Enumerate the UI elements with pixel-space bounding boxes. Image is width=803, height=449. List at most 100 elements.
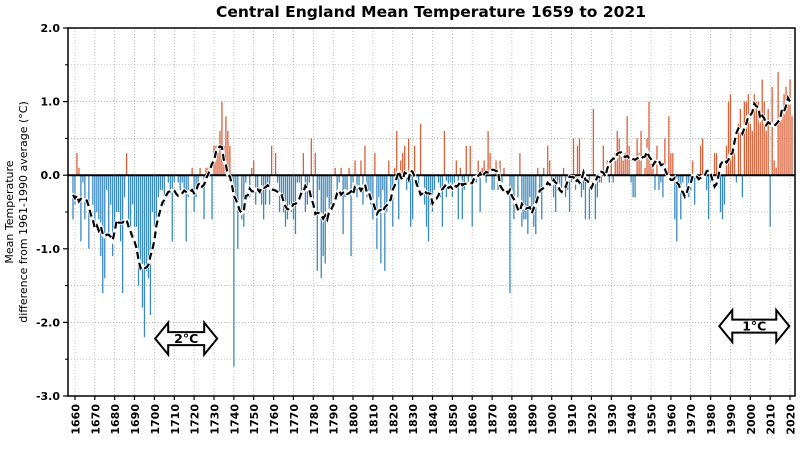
temperature-bar [650,160,652,176]
temperature-bar [739,108,742,176]
x-tick-label: 1770 [288,404,301,435]
temperature-bar [483,160,485,176]
temperature-bar [137,175,140,286]
temperature-bar [449,175,452,183]
temperature-bar [493,175,495,190]
x-tick-label: 1660 [70,404,83,435]
x-tick-label: 1820 [387,404,400,435]
x-tick-label: 1700 [149,404,162,435]
y-tick-label: -1.0 [36,243,60,256]
temperature-bar [461,175,463,220]
temperature-bar [149,175,152,316]
temperature-bar [584,175,587,220]
temperature-bar [785,86,787,176]
temperature-bar [417,175,420,190]
temperature-bar [527,175,529,235]
temperature-bar [485,175,487,183]
temperature-bar [304,175,307,212]
temperature-bar [765,131,767,176]
temperature-bar [747,94,749,176]
temperature-bar [763,101,765,176]
temperature-bar [104,175,106,279]
temperature-bar [503,167,505,176]
x-tick-label: 1890 [526,404,539,435]
temperature-bar [467,175,469,183]
temperature-bar [300,175,303,198]
temperature-bar [147,175,150,279]
temperature-bar [360,160,362,176]
x-tick-label: 1670 [89,404,102,435]
temperature-bar [217,153,219,176]
temperature-bar [529,175,531,198]
temperature-bar [654,175,656,190]
temperature-bar [789,79,791,176]
temperature-bar [221,101,223,176]
temperature-bar [233,175,235,367]
x-tick-label: 1900 [546,404,559,435]
x-tick-label: 1910 [566,404,579,435]
temperature-bar [344,175,346,198]
temperature-bar [560,175,563,190]
temperature-bar [791,116,793,176]
temperature-bar [413,145,416,176]
temperature-bar [402,153,404,176]
temperature-bar [251,167,253,176]
temperature-bar [787,101,789,176]
temperature-bar [227,131,229,176]
annotation-label: 2°C [174,331,198,346]
temperature-bar [547,145,549,176]
temperature-bar [459,167,461,176]
temperature-bar [396,131,398,176]
temperature-bar [253,160,255,176]
temperature-bar [108,175,110,235]
temperature-bar [612,175,614,183]
temperature-bar [328,175,330,212]
temperature-bar [769,175,771,227]
chart-title: Central England Mean Temperature 1659 to… [216,3,646,21]
x-tick-label: 1790 [328,404,341,435]
temperature-bar [700,145,702,176]
temperature-bar [237,175,239,249]
temperature-bar [751,131,753,176]
temperature-bar [670,153,672,176]
temperature-bar [721,175,724,220]
temperature-bar [634,175,636,198]
temperature-bar [676,175,678,242]
temperature-bar [735,175,738,183]
temperature-bar [511,175,513,190]
temperature-bar [447,175,450,190]
temperature-bar [364,145,366,176]
temperature-bar [610,160,612,176]
temperature-bar [453,175,455,183]
temperature-bar [123,175,126,198]
temperature-bar [145,175,148,271]
temperature-bar [225,116,227,176]
temperature-bar [555,175,557,212]
temperature-bar [457,175,459,220]
temperature-bar [761,79,763,176]
temperature-bar [433,175,436,190]
x-tick-label: 1760 [268,404,281,435]
temperature-bar [191,167,193,176]
x-tick-label: 1870 [487,404,500,435]
temperature-bar [336,175,338,198]
temperature-bar [620,153,622,176]
temperature-bar [211,175,213,220]
temperature-bar [628,145,630,176]
temperature-bar [370,175,372,205]
temperature-bar [678,175,680,183]
temperature-bar [674,175,676,220]
temperature-bar [543,167,545,176]
x-tick-label: 1880 [506,404,519,435]
x-tick-label: 1680 [109,404,122,435]
temperature-bar [509,175,511,293]
temperature-bar [74,175,76,205]
temperature-bar [499,160,501,176]
temperature-bar [549,160,551,176]
x-tick-label: 1940 [626,404,639,435]
temperature-bar [245,175,247,183]
temperature-bar [398,175,400,220]
temperature-bar [374,153,376,176]
temperature-bar [668,116,670,176]
